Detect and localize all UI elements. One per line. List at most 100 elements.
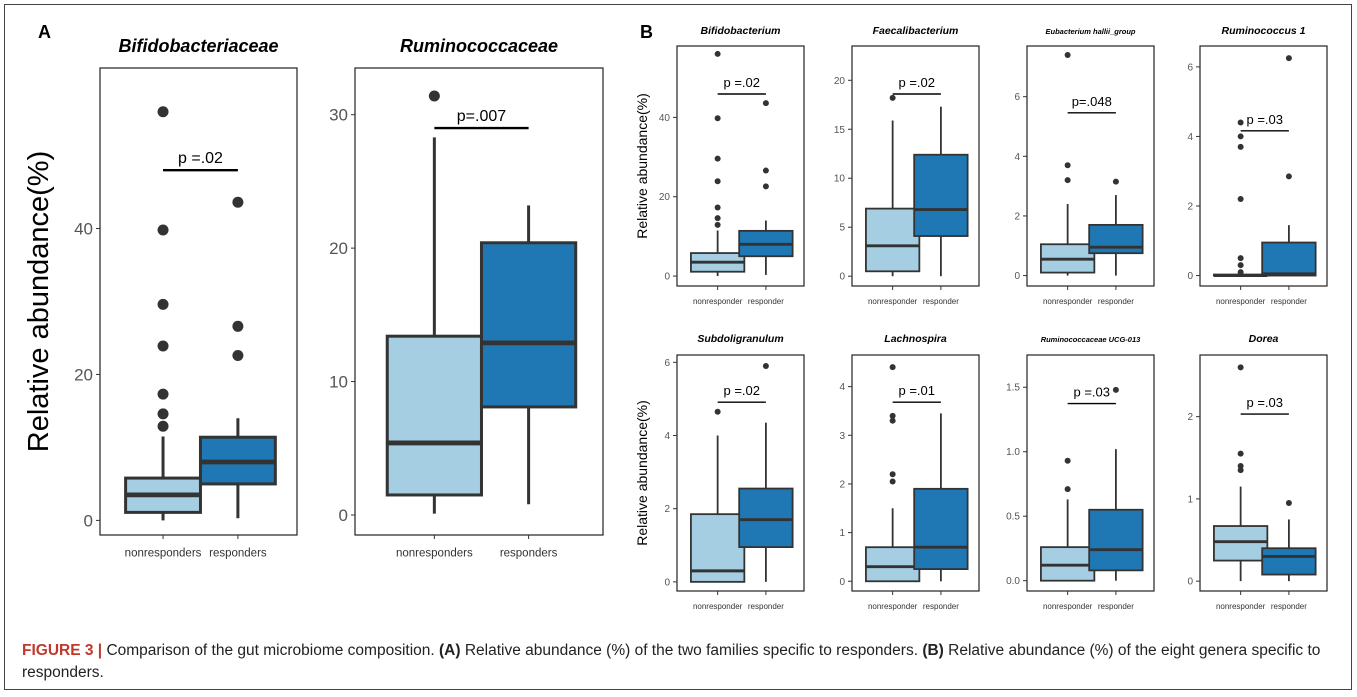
y-tick-label: 6: [1014, 92, 1020, 103]
y-tick-label: 3: [839, 431, 845, 442]
significance-label: p =.03: [1247, 395, 1284, 410]
box-responder: [913, 487, 969, 571]
y-axis-label: Relative abundance(%): [634, 400, 650, 546]
outlier-point: [1112, 386, 1119, 393]
y-tick-label: 1.5: [1006, 383, 1020, 394]
outlier-point: [889, 417, 896, 424]
y-tick-label: 2: [664, 504, 670, 515]
outlier-point: [157, 408, 169, 420]
y-tick-label: 4: [839, 382, 845, 393]
significance-label: p =.01: [899, 383, 936, 398]
y-tick-label: 0: [84, 511, 93, 530]
y-tick-label: 2: [1187, 202, 1193, 213]
significance-label: p =.02: [178, 150, 223, 167]
outlier-point: [1237, 364, 1244, 371]
outlier-point: [1237, 119, 1244, 126]
caption-b-tag: (B): [922, 642, 944, 659]
outlier-point: [1237, 143, 1244, 150]
plot-border: [1199, 45, 1328, 287]
significance-label: p=.048: [1072, 94, 1112, 109]
chart-title: Ruminococcaceae: [400, 36, 558, 56]
y-tick-label: 5: [839, 223, 845, 234]
outlier-point: [157, 224, 169, 236]
plot-border: [99, 67, 298, 536]
outlier-point: [714, 178, 721, 185]
outlier-point: [889, 412, 896, 419]
outlier-point: [889, 364, 896, 371]
plot-border: [1026, 45, 1155, 287]
figure-frame: [4, 4, 1352, 690]
outlier-point: [1237, 269, 1244, 276]
caption-a-tag: (A): [439, 642, 461, 659]
y-tick-label: 30: [329, 106, 348, 125]
outlier-point: [157, 420, 169, 432]
y-tick-label: 20: [74, 365, 93, 384]
y-tick-label: 4: [1187, 132, 1193, 143]
figure-caption: FIGURE 3 | Comparison of the gut microbi…: [22, 640, 1342, 684]
outlier-point: [1237, 255, 1244, 262]
chart-title: Subdoligranulum: [697, 333, 783, 345]
box-responder: [1261, 547, 1317, 576]
x-tick-label: responder: [748, 297, 784, 306]
outlier-point: [1285, 500, 1292, 507]
x-tick-label: nonresponder: [1216, 602, 1266, 611]
y-tick-label: 0: [839, 272, 845, 283]
x-tick-label: responder: [1098, 297, 1134, 306]
chart-title: Bifidobacterium: [701, 25, 781, 37]
chart-title: Ruminococcus 1: [1221, 25, 1305, 37]
x-tick-label: nonresponder: [1043, 297, 1093, 306]
y-tick-label: 0.0: [1006, 576, 1020, 587]
outlier-point: [889, 471, 896, 478]
chart-dorea: Dorea 0 1 2 nonresponder responder p =.03: [1187, 333, 1328, 611]
x-tick-label: nonresponder: [693, 602, 743, 611]
outlier-point: [714, 408, 721, 415]
y-tick-label: 0: [1187, 577, 1193, 588]
y-tick-label: 20: [329, 239, 348, 258]
y-tick-label: 0: [339, 506, 348, 525]
significance-label: p =.03: [1074, 385, 1111, 400]
plot-border: [676, 45, 805, 287]
y-tick-label: 15: [834, 125, 846, 136]
y-tick-label: 2: [1187, 412, 1193, 423]
plot-border: [354, 67, 604, 536]
x-tick-label: responder: [923, 602, 959, 611]
y-tick-label: 0: [1014, 271, 1020, 282]
outlier-point: [232, 196, 244, 208]
box-responder: [738, 487, 794, 548]
outlier-point: [714, 115, 721, 122]
chart-ruminococcaceae: Ruminococcaceae 0 10 20 30 nonresponders respo…: [329, 36, 604, 560]
chart-ruminococcus-1: Ruminococcus 1 0 2 4 6 nonresponder responder p…: [1187, 25, 1328, 306]
chart-subdoligranulum: Subdoligranulum 0 2 4 6 Relative abundance(%)…: [634, 333, 805, 611]
box-nonresponder: [385, 334, 483, 497]
outlier-point: [157, 340, 169, 352]
outlier-point: [762, 167, 769, 174]
x-tick-label: nonresponder: [1216, 297, 1266, 306]
outlier-point: [428, 90, 440, 102]
box-nonresponder: [865, 207, 921, 273]
y-tick-label: 2: [839, 479, 845, 490]
chart-title: Lachnospira: [884, 333, 947, 345]
y-tick-label: 20: [834, 76, 846, 87]
panel-label-b: B: [640, 22, 653, 42]
significance-label: p =.03: [1247, 112, 1284, 127]
y-tick-label: 0: [664, 272, 670, 283]
outlier-point: [232, 349, 244, 361]
y-tick-label: 1: [1187, 494, 1193, 505]
outlier-point: [1237, 467, 1244, 474]
box-responder: [1088, 508, 1144, 572]
outlier-point: [1112, 178, 1119, 185]
y-tick-label: 4: [1014, 152, 1020, 163]
outlier-point: [714, 50, 721, 57]
x-tick-label: responders: [209, 548, 267, 560]
x-tick-label: responder: [1271, 602, 1307, 611]
x-tick-label: nonresponders: [396, 548, 473, 560]
chart-title: Bifidobacteriaceae: [118, 36, 278, 56]
chart-title: Dorea: [1249, 333, 1279, 345]
y-tick-label: 10: [834, 174, 846, 185]
significance-label: p=.007: [457, 108, 506, 125]
outlier-point: [762, 362, 769, 369]
y-tick-label: 6: [1187, 62, 1193, 73]
plot-border: [1199, 354, 1328, 592]
